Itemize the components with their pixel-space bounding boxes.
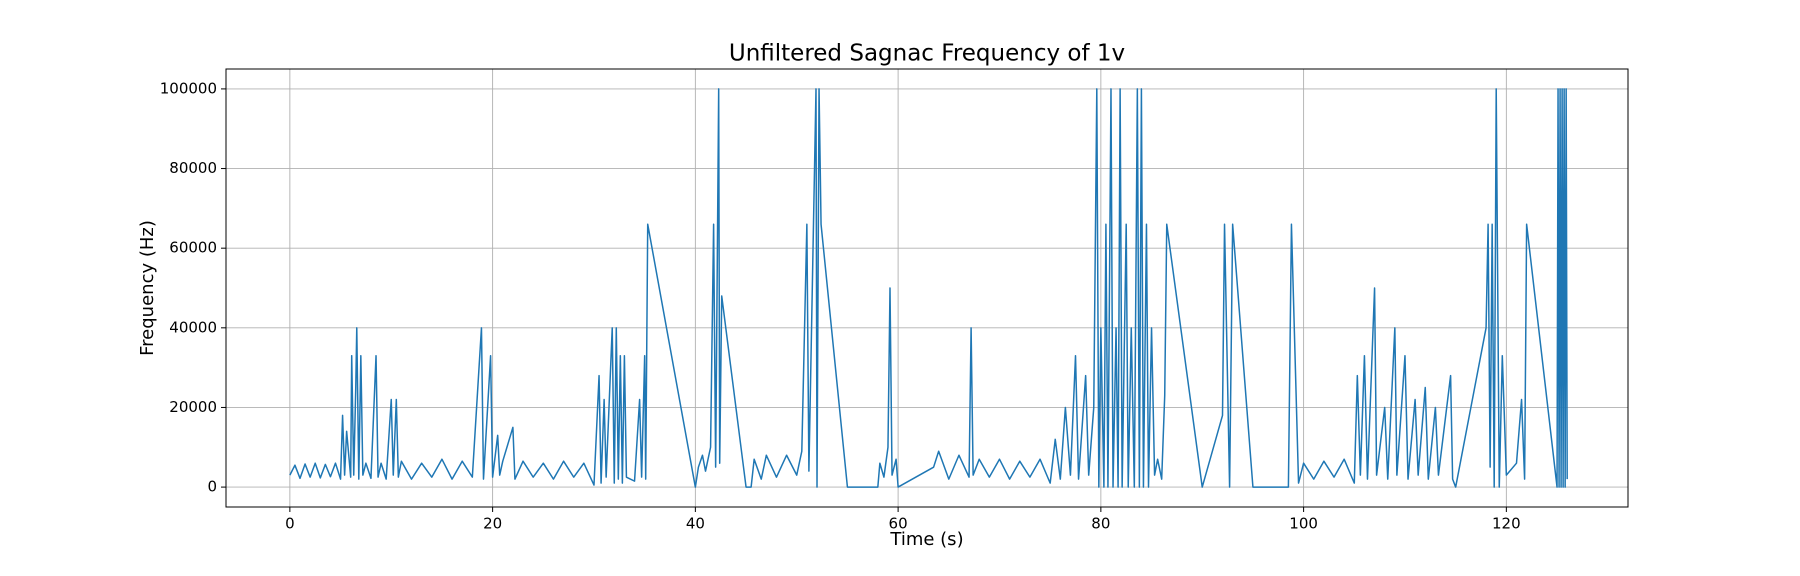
x-tick-label: 100 <box>1289 515 1318 533</box>
x-tick-label: 60 <box>889 515 908 533</box>
y-tick-label: 0 <box>207 478 217 496</box>
plot-frame <box>225 68 1629 508</box>
x-tick-label: 0 <box>285 515 295 533</box>
data-line <box>289 88 1568 488</box>
x-tick-label: 80 <box>1091 515 1110 533</box>
y-tick-label: 60000 <box>169 239 217 257</box>
y-tick-label: 40000 <box>169 318 217 336</box>
y-tick-label: 20000 <box>169 398 217 416</box>
chart-title: Unfiltered Sagnac Frequency of 1v <box>729 41 1125 67</box>
x-tick-label: 120 <box>1492 515 1521 533</box>
y-axis-label: Frequency (Hz) <box>137 220 158 356</box>
x-tick-label: 40 <box>686 515 705 533</box>
x-axis-label: Time (s) <box>889 529 963 550</box>
y-tick-label: 100000 <box>160 79 217 97</box>
y-tick-label: 80000 <box>169 159 217 177</box>
x-tick-label: 20 <box>483 515 502 533</box>
